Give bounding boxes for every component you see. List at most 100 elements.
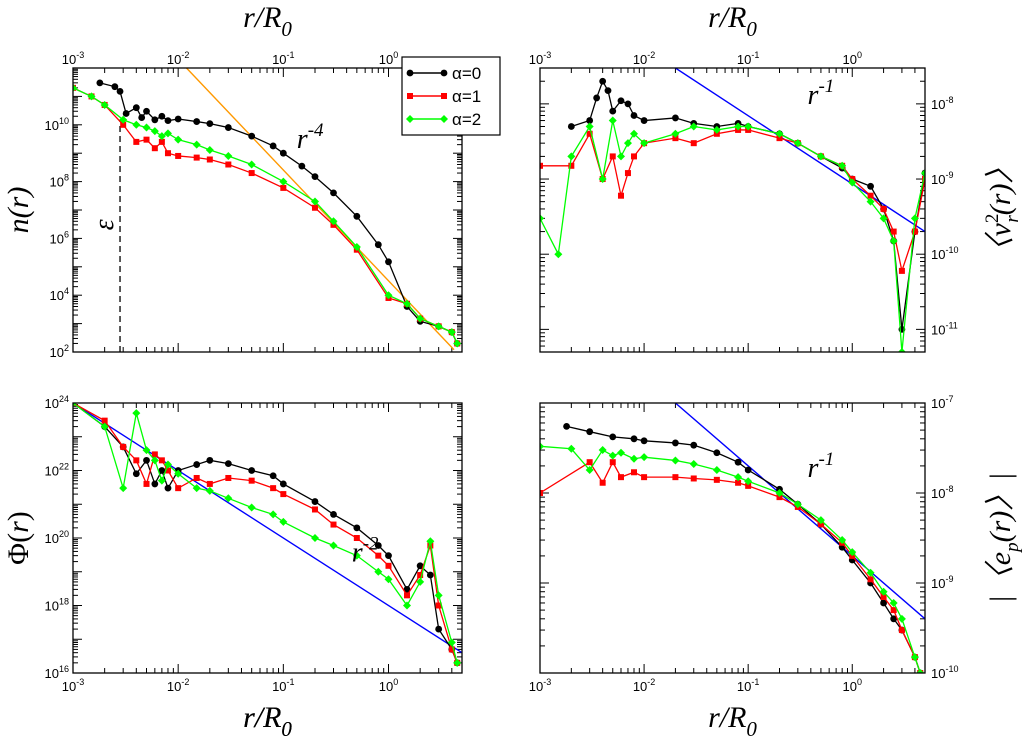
data-point: [158, 457, 165, 464]
data-point: [164, 467, 171, 474]
data-point: [150, 456, 159, 465]
data-point: [816, 152, 825, 161]
y-tick-label: 10-7: [931, 394, 953, 411]
data-point: [586, 117, 594, 124]
x-axis-title-top: r/R0: [708, 1, 757, 41]
data-point: [867, 192, 874, 199]
data-point: [713, 476, 720, 483]
x-tick-label-top: 100: [379, 50, 398, 67]
data-point: [298, 162, 306, 170]
legend-label: α=0: [452, 64, 481, 83]
data-point: [384, 575, 393, 584]
data-point: [586, 459, 593, 466]
data-point: [192, 484, 201, 493]
data-point: [133, 138, 140, 145]
data-point: [744, 477, 753, 486]
data-point: [745, 482, 752, 489]
data-point: [385, 258, 392, 266]
data-point: [138, 114, 146, 121]
data-point: [330, 511, 337, 518]
data-point: [174, 135, 183, 144]
data-point: [880, 593, 887, 600]
data-point: [174, 469, 183, 478]
y-tick-label: 10-10: [931, 664, 958, 681]
panel-top-right: r-1: [539, 67, 926, 353]
reference-line: [73, 403, 462, 654]
y-tick-label: 1022: [45, 462, 69, 479]
data-point: [269, 142, 277, 150]
data-point: [898, 267, 905, 274]
legend-label: α=1: [452, 87, 481, 106]
series-0: [73, 403, 461, 667]
data-point: [734, 473, 743, 482]
data-point: [640, 139, 649, 148]
data-point: [385, 552, 392, 560]
y-tick-label: 108: [50, 173, 69, 190]
ticks: [539, 402, 926, 674]
x-tick-label: 10-1: [737, 677, 759, 694]
data-point: [817, 521, 824, 528]
data-point: [206, 156, 213, 163]
y-tick-label: 1018: [45, 597, 69, 614]
data-point: [164, 484, 172, 492]
data-point: [403, 299, 412, 308]
data-point: [96, 79, 104, 87]
data-point: [120, 443, 127, 450]
data-point: [630, 435, 638, 443]
data-point: [158, 467, 166, 474]
data-point: [775, 129, 784, 138]
data-point: [897, 348, 906, 352]
data-point: [310, 197, 319, 206]
legend-marker: [406, 115, 414, 123]
plot-area: [540, 403, 925, 673]
data-point: [776, 135, 783, 142]
data-point: [374, 542, 382, 549]
data-point: [151, 451, 158, 458]
data-point: [224, 151, 233, 160]
data-point: [143, 480, 150, 487]
data-point: [689, 460, 698, 469]
data-point: [384, 291, 393, 300]
x-tick-label: 100: [843, 677, 862, 694]
data-point: [435, 602, 442, 609]
series-line: [540, 445, 921, 673]
legend-marker: [406, 69, 414, 77]
data-point: [630, 153, 637, 160]
data-point: [119, 115, 128, 124]
annotation: ε: [89, 219, 120, 230]
data-point: [352, 242, 361, 251]
series-line: [73, 403, 458, 664]
data-point: [630, 469, 637, 476]
data-point: [119, 484, 128, 493]
x-tick-label-top: 10-1: [737, 50, 759, 67]
data-point: [617, 97, 625, 105]
data-point: [270, 485, 277, 492]
data-point: [916, 669, 925, 673]
x-tick-label-top: 10-1: [272, 50, 294, 67]
data-point: [713, 449, 721, 457]
x-tick-label: 10-2: [633, 677, 655, 694]
data-point: [898, 627, 905, 634]
data-point: [434, 322, 443, 331]
data-point: [416, 314, 425, 323]
data-point: [353, 524, 361, 532]
data-point: [712, 466, 721, 475]
data-point: [224, 124, 232, 131]
data-point: [279, 149, 287, 157]
data-point: [838, 536, 847, 545]
plot-frame: [539, 67, 926, 353]
data-point: [880, 599, 887, 607]
data-point: [100, 422, 109, 431]
reference-line: [675, 68, 925, 233]
data-point: [158, 112, 166, 120]
plot-frame: [72, 67, 463, 353]
data-point: [192, 140, 201, 149]
legend-marker: [441, 93, 447, 99]
plot-area: [73, 403, 462, 667]
data-point: [143, 136, 150, 143]
data-point: [585, 122, 594, 131]
data-point: [540, 214, 544, 223]
data-point: [101, 417, 108, 424]
data-point: [672, 114, 679, 122]
